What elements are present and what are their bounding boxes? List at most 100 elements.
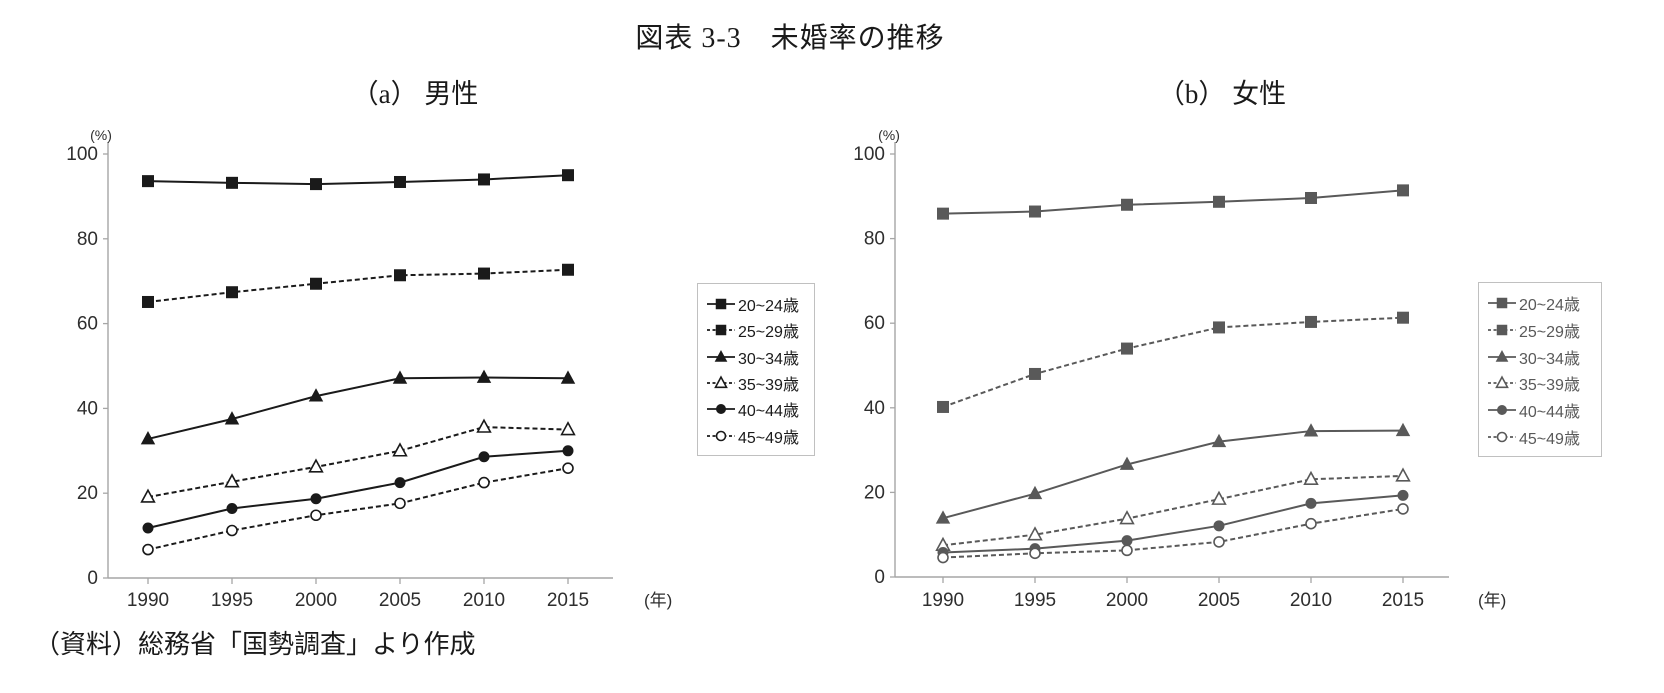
y-tick-label: 80	[864, 229, 885, 250]
legend-marker	[715, 325, 727, 336]
series-marker-5	[1213, 536, 1225, 548]
legend-marker-icon	[707, 298, 735, 310]
series-marker-0	[1213, 195, 1225, 208]
legend-marker	[1496, 324, 1508, 336]
series-marker-4	[1305, 497, 1317, 509]
chart-a-legend: 20~24歳 25~29歳 30~34歳 35~39歳 40~44歳 45~49歳	[697, 283, 815, 456]
chart-a-group: 0 20 40 60 80 100(%) 1990 1995 2000 2005 2010 2015 (…	[66, 127, 672, 611]
series-marker-2	[392, 370, 408, 384]
series-marker-1	[478, 267, 490, 280]
legend-marker	[715, 430, 727, 442]
y-tick-label: 40	[864, 398, 885, 419]
x-tick-label: 2005	[379, 590, 421, 611]
series-marker-2	[935, 510, 951, 524]
series-marker-2	[1119, 456, 1135, 470]
series-marker-3	[560, 421, 576, 436]
series-marker-5	[142, 543, 154, 556]
series-marker-1	[562, 263, 574, 276]
legend-label: 45~49歳	[1519, 430, 1580, 448]
series-marker-5	[226, 524, 238, 537]
series-marker-5	[394, 497, 406, 510]
series-marker-3	[476, 418, 492, 433]
legend-marker-icon	[1488, 375, 1516, 389]
legend-item-0: 20~24歳	[706, 291, 806, 317]
x-tick-label: 1995	[211, 590, 253, 611]
legend-marker-icon	[1488, 298, 1516, 309]
series-marker-1	[1121, 342, 1133, 355]
series-marker-2	[1303, 423, 1319, 437]
series-marker-3	[1303, 470, 1319, 486]
legend-label: 25~29歳	[1519, 324, 1580, 341]
series-marker-3	[1211, 490, 1227, 505]
series-line-0	[147, 174, 569, 186]
legend-label: 35~39歳	[1519, 377, 1580, 395]
series-marker-5	[478, 476, 490, 489]
legend-label: 20~24歳	[738, 298, 799, 316]
series-marker-4	[562, 445, 574, 457]
x-tick-label: 2000	[295, 590, 337, 611]
series-marker-4	[310, 493, 322, 505]
series-marker-2	[476, 369, 492, 383]
series-marker-3	[308, 458, 324, 473]
y-tick-label: 100	[66, 144, 98, 165]
legend-marker-icon	[1488, 405, 1516, 416]
series-marker-0	[1305, 191, 1317, 204]
series-marker-0	[142, 175, 154, 188]
series-marker-4	[478, 451, 490, 463]
series-line-1	[942, 316, 1404, 408]
legend-marker-icon	[1488, 349, 1516, 362]
legend-item-5: 45~49歳	[706, 423, 806, 449]
series-line-0	[942, 189, 1404, 215]
series-marker-1	[1213, 321, 1225, 334]
series-marker-2	[1027, 485, 1043, 500]
legend-label: 40~44歳	[738, 403, 799, 421]
legend-item-5: 45~49歳	[1487, 423, 1593, 450]
series-marker-0	[478, 173, 490, 186]
legend-label: 30~34歳	[738, 350, 799, 368]
series-marker-5	[562, 462, 574, 474]
series-marker-0	[310, 178, 322, 191]
legend-marker-icon	[707, 325, 735, 336]
x-unit-label: (年)	[1478, 591, 1506, 610]
series-marker-2	[560, 370, 576, 384]
legend-item-1: 25~29歳	[706, 317, 806, 343]
series-marker-1	[394, 269, 406, 282]
legend-item-3: 35~39歳	[1487, 370, 1593, 397]
series-marker-0	[226, 176, 238, 189]
y-tick-label: 0	[874, 567, 885, 588]
series-marker-1	[226, 286, 238, 299]
x-tick-label: 2000	[1106, 590, 1148, 611]
series-marker-5	[1121, 544, 1133, 557]
y-tick-label: 80	[77, 229, 98, 250]
legend-marker	[714, 375, 728, 389]
series-marker-4	[1121, 535, 1133, 547]
legend-marker	[1496, 298, 1508, 309]
y-tick-label: 20	[77, 483, 98, 504]
legend-item-4: 40~44歳	[706, 396, 806, 422]
series-marker-3	[224, 473, 240, 488]
series-line-5	[147, 467, 569, 551]
figure-title: 図表 3-3 未婚率の推移	[635, 23, 945, 54]
y-tick-label: 40	[77, 398, 98, 419]
chart-b-title: （b） 女性	[1157, 79, 1287, 109]
x-tick-label: 2015	[1382, 590, 1424, 611]
series-marker-1	[310, 277, 322, 290]
legend-label: 30~34歳	[1519, 350, 1580, 368]
chart-b-group: 0 20 40 60 80 100(%) 1990 1995 2000 2005 2010 2015 (…	[853, 127, 1506, 611]
legend-label: 25~29歳	[738, 324, 799, 342]
series-marker-2	[308, 388, 324, 402]
series-marker-0	[937, 207, 949, 220]
x-tick-label: 1995	[1014, 590, 1056, 611]
x-tick-label: 1990	[922, 590, 964, 611]
legend-label: 40~44歳	[1519, 404, 1580, 422]
series-marker-5	[1029, 547, 1041, 560]
legend-marker-icon	[707, 349, 735, 362]
x-tick-label: 1990	[127, 590, 169, 611]
legend-marker	[1496, 431, 1508, 442]
source-note: （資料）総務省「国勢調査」より作成	[34, 630, 476, 659]
series-marker-3	[1119, 510, 1135, 525]
series-marker-0	[1029, 205, 1041, 218]
series-marker-4	[1397, 489, 1409, 501]
legend-item-3: 35~39歳	[706, 370, 806, 396]
x-tick-label: 2005	[1198, 590, 1240, 611]
